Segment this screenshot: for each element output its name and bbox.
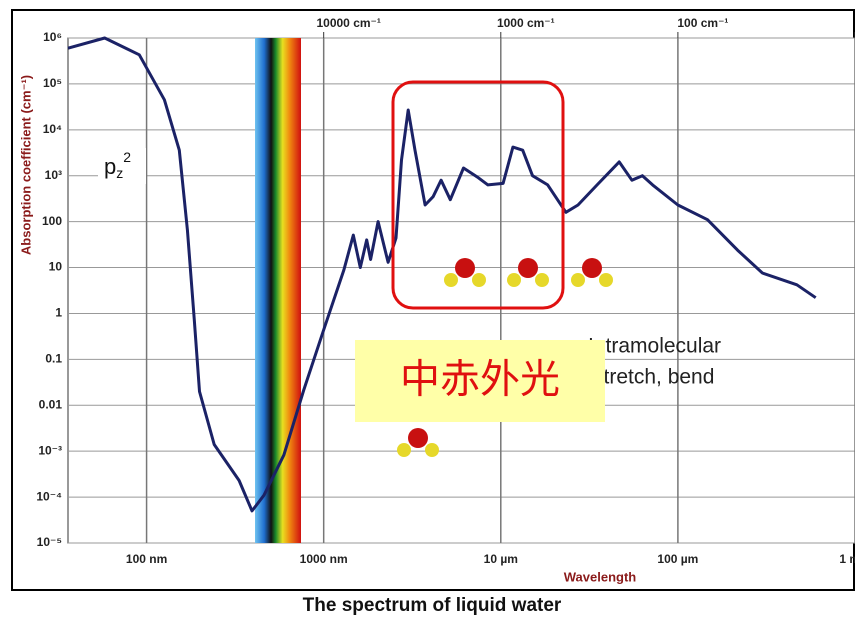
orbital-sub: z (116, 165, 123, 181)
y-tick-label: 10⁶ (43, 30, 62, 44)
y-axis-title: Absorption coefficient (cm⁻¹) (18, 75, 33, 255)
x2-tick-label: 1000 cm⁻¹ (497, 16, 555, 30)
x-tick-label: 100 µm (657, 552, 698, 566)
mode-label: Intramolecular (588, 335, 721, 358)
mode-label: stretch, bend (593, 366, 714, 389)
y-tick-label: 10⁻⁴ (36, 489, 62, 503)
y-tick-label: 0.01 (39, 397, 63, 411)
y-tick-label: 1 (55, 306, 62, 320)
orbital-base: p (104, 154, 116, 179)
orbital-sup: 2 (123, 149, 131, 165)
y-tick-label: 10⁵ (43, 76, 62, 90)
page: 10⁶ 10⁵ 10⁴ 10³ 100 10 1 0.1 0.01 10⁻³ 10⁻⁴ 10⁻⁵ 100… (0, 0, 855, 617)
y-tick-label: 10⁻⁵ (37, 535, 62, 549)
band-label: 中赤外光 (400, 358, 560, 402)
x-tick-label: 1 mm (839, 552, 855, 566)
chart-title: The spectrum of liquid water (303, 595, 562, 616)
x-axis-title: Wavelength (564, 569, 637, 584)
plot-area (68, 38, 855, 543)
x-tick-label: 100 nm (126, 552, 167, 566)
x-tick-label: 10 µm (484, 552, 518, 566)
chart: 10⁶ 10⁵ 10⁴ 10³ 100 10 1 0.1 0.01 10⁻³ 10⁻⁴ 10⁻⁵ 100… (0, 0, 855, 617)
y-tick-label: 10³ (45, 168, 62, 182)
y-tick-label: 0.1 (45, 352, 62, 366)
x2-tick-label: 100 cm⁻¹ (677, 16, 728, 30)
x-tick-label: 1000 nm (300, 552, 348, 566)
y-tick-label: 10⁻³ (38, 443, 62, 457)
y-tick-label: 10⁴ (43, 122, 62, 136)
x2-tick-label: 10000 cm⁻¹ (316, 16, 380, 30)
y-tick-label: 100 (42, 214, 62, 228)
y-tick-label: 10 (49, 260, 63, 274)
